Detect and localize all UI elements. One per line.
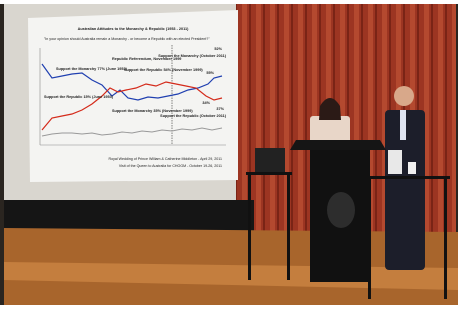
page: Australian Attitudes to the Monarchy & R…: [0, 0, 458, 309]
slide-annotation: 52%: [214, 47, 222, 51]
slide-annotation: Support the Republic 54% (November 1999): [124, 68, 203, 72]
slide-annotation: Support the Monarchy (October 2011): [158, 54, 226, 58]
slide-title: Australian Attitudes to the Monarchy & R…: [78, 27, 190, 31]
slide-annotation: Support the Republic 15% (June 1953): [44, 95, 114, 99]
laptop: [255, 148, 285, 172]
person-head: [394, 86, 414, 106]
slide-annotation: 34%: [202, 101, 210, 105]
slide-annotation: Support the Republic (October 2011): [160, 114, 227, 118]
slide-footer: Visit of the Queen to Australia for CHOG…: [119, 164, 222, 168]
slide-annotation: 55%: [206, 71, 214, 75]
lectern-top: [290, 140, 386, 150]
crest: [327, 192, 355, 228]
table-leg: [368, 179, 371, 299]
table-leg: [444, 179, 447, 299]
table-leg: [248, 175, 251, 280]
slide-annotation: Support the Monarchy 35% (November 1999): [112, 109, 193, 113]
table-leg: [287, 175, 290, 280]
paper: [388, 150, 402, 174]
photo: Australian Attitudes to the Monarchy & R…: [0, 0, 458, 309]
slide-annotation: 37%: [216, 107, 224, 111]
shirt: [400, 110, 406, 140]
frame: [0, 0, 458, 4]
table-top: [246, 172, 292, 175]
table-top: [364, 176, 450, 179]
slide-footer: Royal Wedding of Prince William & Cather…: [108, 157, 222, 161]
slide-annotation: Support the Monarchy 77% (June 1953): [56, 67, 128, 71]
slide-question: "In your opinion should Australia remain…: [44, 37, 210, 41]
cup: [408, 162, 416, 174]
frame: [0, 305, 458, 309]
